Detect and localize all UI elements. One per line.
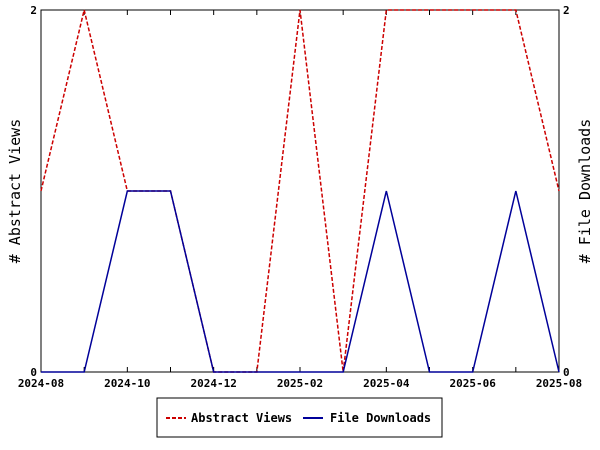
legend-label-abstract-views: Abstract Views [191,411,292,425]
y-tick-label-right: 0 [563,366,570,379]
y-axis-label-left: # Abstract Views [6,119,24,264]
legend: Abstract Views File Downloads [156,397,443,438]
axis-ticks: 2024-08 2024-10 2024-12 2025-02 2025-04 2025-… [18,4,582,390]
series-lines [40,9,560,373]
y-tick-label-left: 2 [30,4,37,17]
x-tick-label: 2025-04 [363,377,410,390]
x-tick-label: 2024-12 [190,377,236,390]
legend-label-file-downloads: File Downloads [330,411,431,425]
y-axis-label-right: # File Downloads [576,119,594,264]
y-tick-label-left: 0 [30,366,37,379]
legend-box [156,397,443,438]
x-tick-label: 2025-02 [277,377,323,390]
y-tick-label-right: 2 [563,4,570,17]
plot-area [40,9,560,373]
x-tick-label: 2024-08 [18,377,64,390]
x-tick-label: 2025-08 [536,377,582,390]
x-tick-label: 2024-10 [104,377,150,390]
x-tick-label: 2025-06 [449,377,496,390]
series-line-file-downloads [41,190,560,373]
